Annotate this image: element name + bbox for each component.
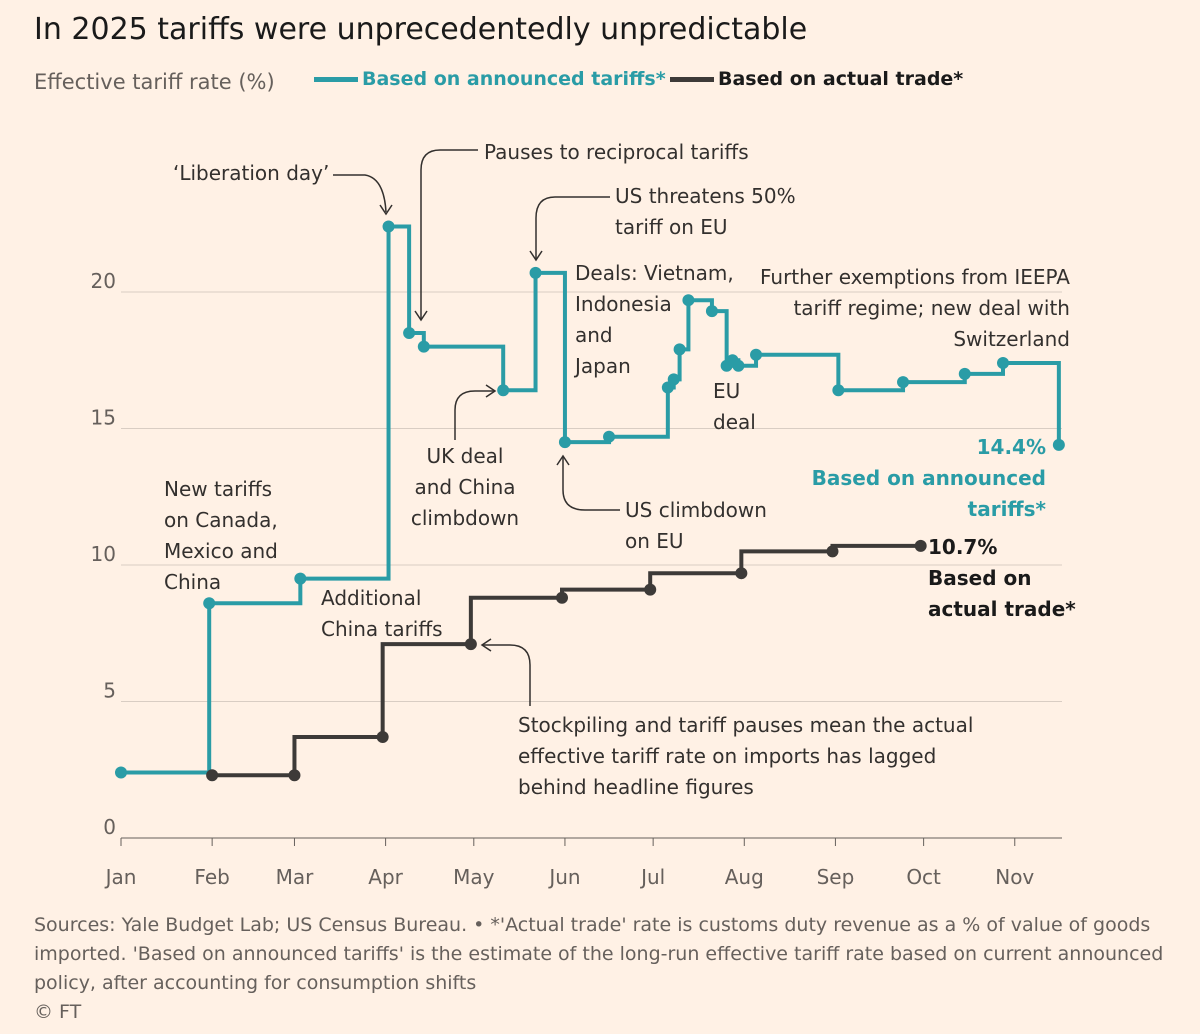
y-tick-label: 0 [103, 815, 116, 839]
data-point-announced [203, 597, 216, 610]
data-point-announced [529, 266, 542, 279]
x-tick-label: Feb [194, 865, 229, 889]
data-point-announced [832, 384, 845, 397]
data-point-actual [735, 567, 748, 580]
y-tick-label: 5 [103, 679, 116, 703]
data-point-announced [403, 326, 416, 339]
annotation-new-tariffs: New tariffs on Canada, Mexico and China [164, 477, 278, 594]
arrow-uk-deal [454, 390, 494, 440]
announced-end-value: 14.4% [976, 435, 1046, 459]
annotation-liberation-day: ‘Liberation day’ [173, 161, 330, 185]
x-tick-label: Jan [104, 865, 137, 889]
data-point-actual [206, 769, 219, 782]
legend-swatch-announced [314, 76, 358, 82]
annotation-eu-deal: EU deal [713, 379, 756, 434]
legend-label-announced: Based on announced tariffs* [362, 68, 666, 90]
legend-label-actual: Based on actual trade* [718, 68, 964, 90]
x-tick-label: Jul [639, 865, 665, 889]
arrow-liberation [333, 174, 387, 213]
data-point-announced [750, 348, 763, 361]
annotation-uk-deal: UK deal and China climbdown [410, 444, 520, 530]
arrow-pauses [420, 149, 478, 320]
annotation-us-threatens: US threatens 50% tariff on EU [615, 184, 796, 239]
x-tick-label: Apr [368, 865, 403, 889]
y-tick-label: 20 [91, 269, 116, 293]
data-point-actual [376, 730, 389, 743]
annotation-pauses: Pauses to reciprocal tariffs [484, 140, 749, 164]
sources-note: Sources: Yale Budget Lab; US Census Bure… [34, 914, 1164, 994]
y-tick-label: 10 [91, 542, 116, 566]
data-point-actual [556, 591, 568, 604]
data-point-announced [115, 766, 127, 779]
x-tick-label: Aug [725, 865, 764, 889]
data-point-announced [603, 430, 616, 443]
copyright: © FT [34, 1001, 82, 1023]
legend-announced: Based on announced tariffs* [314, 68, 666, 90]
data-point-announced [705, 305, 718, 318]
data-point-announced [958, 367, 971, 380]
data-point-announced [294, 572, 307, 585]
data-point-announced [1052, 438, 1065, 451]
x-tick-label: Oct [906, 865, 941, 889]
y-axis-label: Effective tariff rate (%) [34, 70, 275, 94]
data-point-actual [914, 539, 927, 552]
x-tick-label: May [453, 865, 495, 889]
data-point-announced [382, 220, 395, 233]
arrow-climbdown [562, 456, 620, 511]
data-point-announced [673, 343, 686, 356]
data-point-actual [464, 638, 477, 651]
y-tick-label: 15 [91, 406, 116, 430]
data-point-announced [497, 384, 510, 397]
x-tick-label: Mar [276, 865, 315, 889]
x-tick-label: Nov [995, 865, 1034, 889]
footer: Sources: Yale Budget Lab; US Census Bure… [34, 911, 1174, 1027]
announced-end-label: Based on announced tariffs* [811, 466, 1046, 521]
arrow-stockpiling [482, 644, 531, 706]
arrow-threatens [535, 196, 610, 260]
annotation-stockpiling: Stockpiling and tariff pauses mean the a… [518, 713, 974, 799]
actual-end-label: Based on actual trade* [928, 566, 1076, 621]
annotation-deals: Deals: Vietnam, Indonesia and Japan [575, 261, 734, 378]
chart-title: In 2025 tariffs were unprecedentedly unp… [34, 12, 808, 47]
data-point-announced [997, 356, 1009, 369]
x-tick-label: Jun [547, 865, 580, 889]
data-point-announced [417, 340, 430, 353]
x-tick-label: Sep [817, 865, 855, 889]
data-point-actual [644, 583, 657, 596]
data-point-announced [682, 294, 695, 307]
data-point-announced [732, 359, 745, 372]
data-point-announced [667, 373, 680, 386]
annotation-exemptions: Further exemptions from IEEPA tariff reg… [760, 265, 1070, 351]
actual-end-value: 10.7% [928, 535, 998, 559]
annotation-us-climbdown: US climbdown on EU [625, 498, 767, 553]
data-point-actual [826, 545, 839, 558]
legend-actual: Based on actual trade* [670, 68, 963, 90]
data-point-announced [558, 436, 571, 449]
legend-swatch-actual [670, 76, 714, 82]
data-point-actual [288, 769, 301, 782]
annotation-additional-china: Additional China tariffs [321, 586, 443, 641]
data-point-announced [897, 376, 910, 389]
